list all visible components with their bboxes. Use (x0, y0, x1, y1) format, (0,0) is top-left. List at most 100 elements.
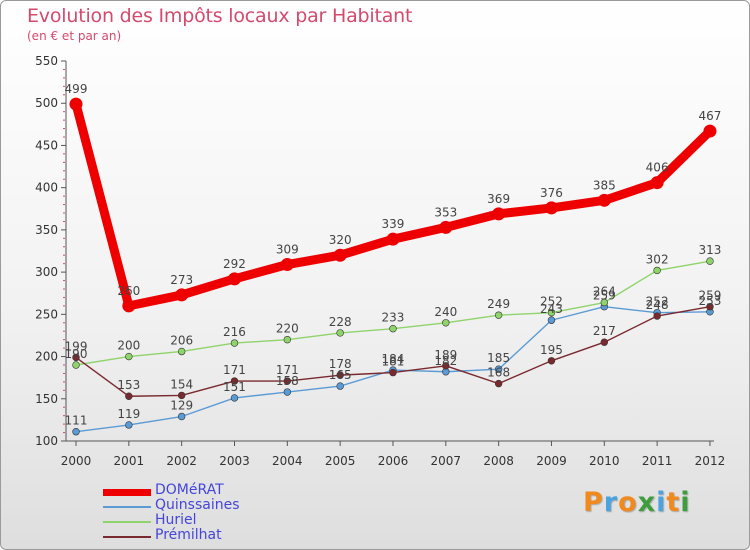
data-label-quinssaines: 185 (487, 351, 510, 365)
data-label-pre-milhat: 178 (329, 357, 352, 371)
data-point-pre-milhat (442, 362, 450, 370)
data-point-pre-milhat (600, 338, 608, 346)
data-label-pre-milhat: 248 (646, 298, 669, 312)
data-point-pre-milhat (653, 312, 661, 320)
logo-letter: i (656, 487, 667, 518)
y-tick-label: 100 (35, 434, 58, 448)
data-label-huriel: 216 (223, 325, 246, 339)
data-point-dome-rat (386, 232, 400, 246)
data-label-dome-rat: 260 (117, 284, 140, 298)
data-label-dome-rat: 320 (329, 233, 352, 247)
y-minor-tick (63, 220, 65, 222)
y-minor-tick (63, 389, 65, 391)
data-label-dome-rat: 309 (276, 243, 299, 257)
y-tick-label: 300 (35, 265, 58, 279)
data-point-huriel (706, 257, 714, 265)
legend-label: Huriel (155, 512, 197, 528)
data-label-quinssaines: 243 (540, 302, 563, 316)
data-point-pre-milhat (336, 371, 344, 379)
y-tick-label: 550 (35, 54, 58, 68)
y-minor-tick (63, 322, 65, 324)
x-tick-label: 2002 (166, 454, 197, 468)
data-label-pre-milhat: 195 (540, 343, 563, 357)
y-minor-tick (63, 288, 65, 290)
y-minor-tick (63, 94, 65, 96)
y-minor-tick (63, 178, 65, 180)
data-label-pre-milhat: 153 (117, 378, 140, 392)
legend-label: Prémilhat (155, 527, 222, 543)
y-minor-tick (63, 161, 65, 163)
y-minor-tick (63, 136, 65, 138)
y-minor-tick (63, 153, 65, 155)
data-point-huriel (389, 324, 397, 333)
chart-subtitle: (en € et par an) (27, 29, 122, 43)
data-point-huriel (600, 298, 608, 307)
data-label-pre-milhat: 217 (593, 324, 616, 338)
y-minor-tick (63, 246, 65, 248)
data-label-huriel: 249 (487, 297, 510, 311)
data-point-huriel (442, 319, 450, 327)
data-label-huriel: 302 (646, 252, 669, 266)
data-point-pre-milhat (177, 391, 186, 400)
data-point-pre-milhat (230, 377, 239, 385)
y-minor-tick (63, 381, 65, 383)
y-minor-tick (63, 128, 65, 130)
y-minor-tick (63, 423, 65, 425)
data-point-huriel (547, 308, 556, 317)
legend-swatch (103, 521, 151, 523)
x-tick-label: 2000 (61, 454, 92, 468)
y-minor-tick (63, 68, 65, 70)
data-label-dome-rat: 353 (434, 205, 457, 219)
data-label-quinssaines: 252 (646, 295, 669, 309)
x-tick-label: 2007 (431, 454, 462, 468)
y-tick-label: 150 (35, 392, 58, 406)
data-label-dome-rat: 292 (223, 257, 246, 271)
data-label-huriel: 313 (699, 243, 722, 257)
y-minor-tick (63, 85, 65, 87)
logo-letter: P (583, 487, 604, 518)
y-minor-tick (63, 347, 65, 349)
data-label-dome-rat: 406 (646, 161, 669, 175)
y-minor-tick (63, 372, 65, 374)
data-label-pre-milhat: 171 (223, 363, 246, 377)
data-label-huriel: 206 (170, 333, 193, 347)
data-label-huriel: 240 (434, 305, 457, 319)
data-point-quinssaines (494, 365, 503, 373)
data-label-huriel: 220 (276, 322, 299, 336)
x-tick-label: 2004 (272, 454, 303, 468)
legend-swatch (103, 488, 151, 496)
data-point-huriel (72, 361, 80, 369)
axes: 100 150 200 250 300 350 400 450 500 550 2000 2001 20… (35, 54, 725, 468)
y-minor-tick (63, 280, 65, 282)
y-tick-label: 450 (35, 138, 58, 152)
y-minor-tick (63, 254, 65, 256)
data-point-dome-rat (650, 176, 664, 190)
logo-letter: t (666, 487, 681, 518)
data-point-huriel (283, 335, 292, 344)
y-minor-tick (63, 305, 65, 307)
data-labels: 111 119 129 151 158 165 184 182 185 243 259 252 253 1… (65, 82, 722, 428)
chart-title: Evolution des Impôts locaux par Habitant (27, 5, 413, 27)
data-point-huriel (494, 311, 503, 319)
data-label-quinssaines: 184 (382, 352, 405, 366)
y-minor-tick (63, 237, 65, 239)
data-label-dome-rat: 499 (65, 82, 88, 96)
logo-letter: x (637, 487, 657, 518)
data-label-pre-milhat: 154 (170, 377, 193, 391)
data-label-dome-rat: 369 (487, 192, 510, 206)
logo-letter: r (603, 487, 619, 518)
data-label-dome-rat: 339 (382, 217, 405, 231)
data-label-huriel: 264 (593, 285, 616, 299)
data-label-quinssaines: 111 (65, 414, 88, 428)
data-point-pre-milhat (389, 368, 397, 377)
data-label-pre-milhat: 199 (65, 339, 88, 353)
data-point-pre-milhat (706, 303, 714, 311)
logo-letter: i (680, 487, 691, 518)
data-point-dome-rat (333, 248, 347, 262)
data-label-quinssaines: 165 (329, 368, 352, 382)
y-minor-tick (63, 263, 65, 265)
y-minor-tick (63, 330, 65, 332)
data-point-quinssaines (547, 316, 556, 324)
data-point-quinssaines (230, 394, 239, 402)
